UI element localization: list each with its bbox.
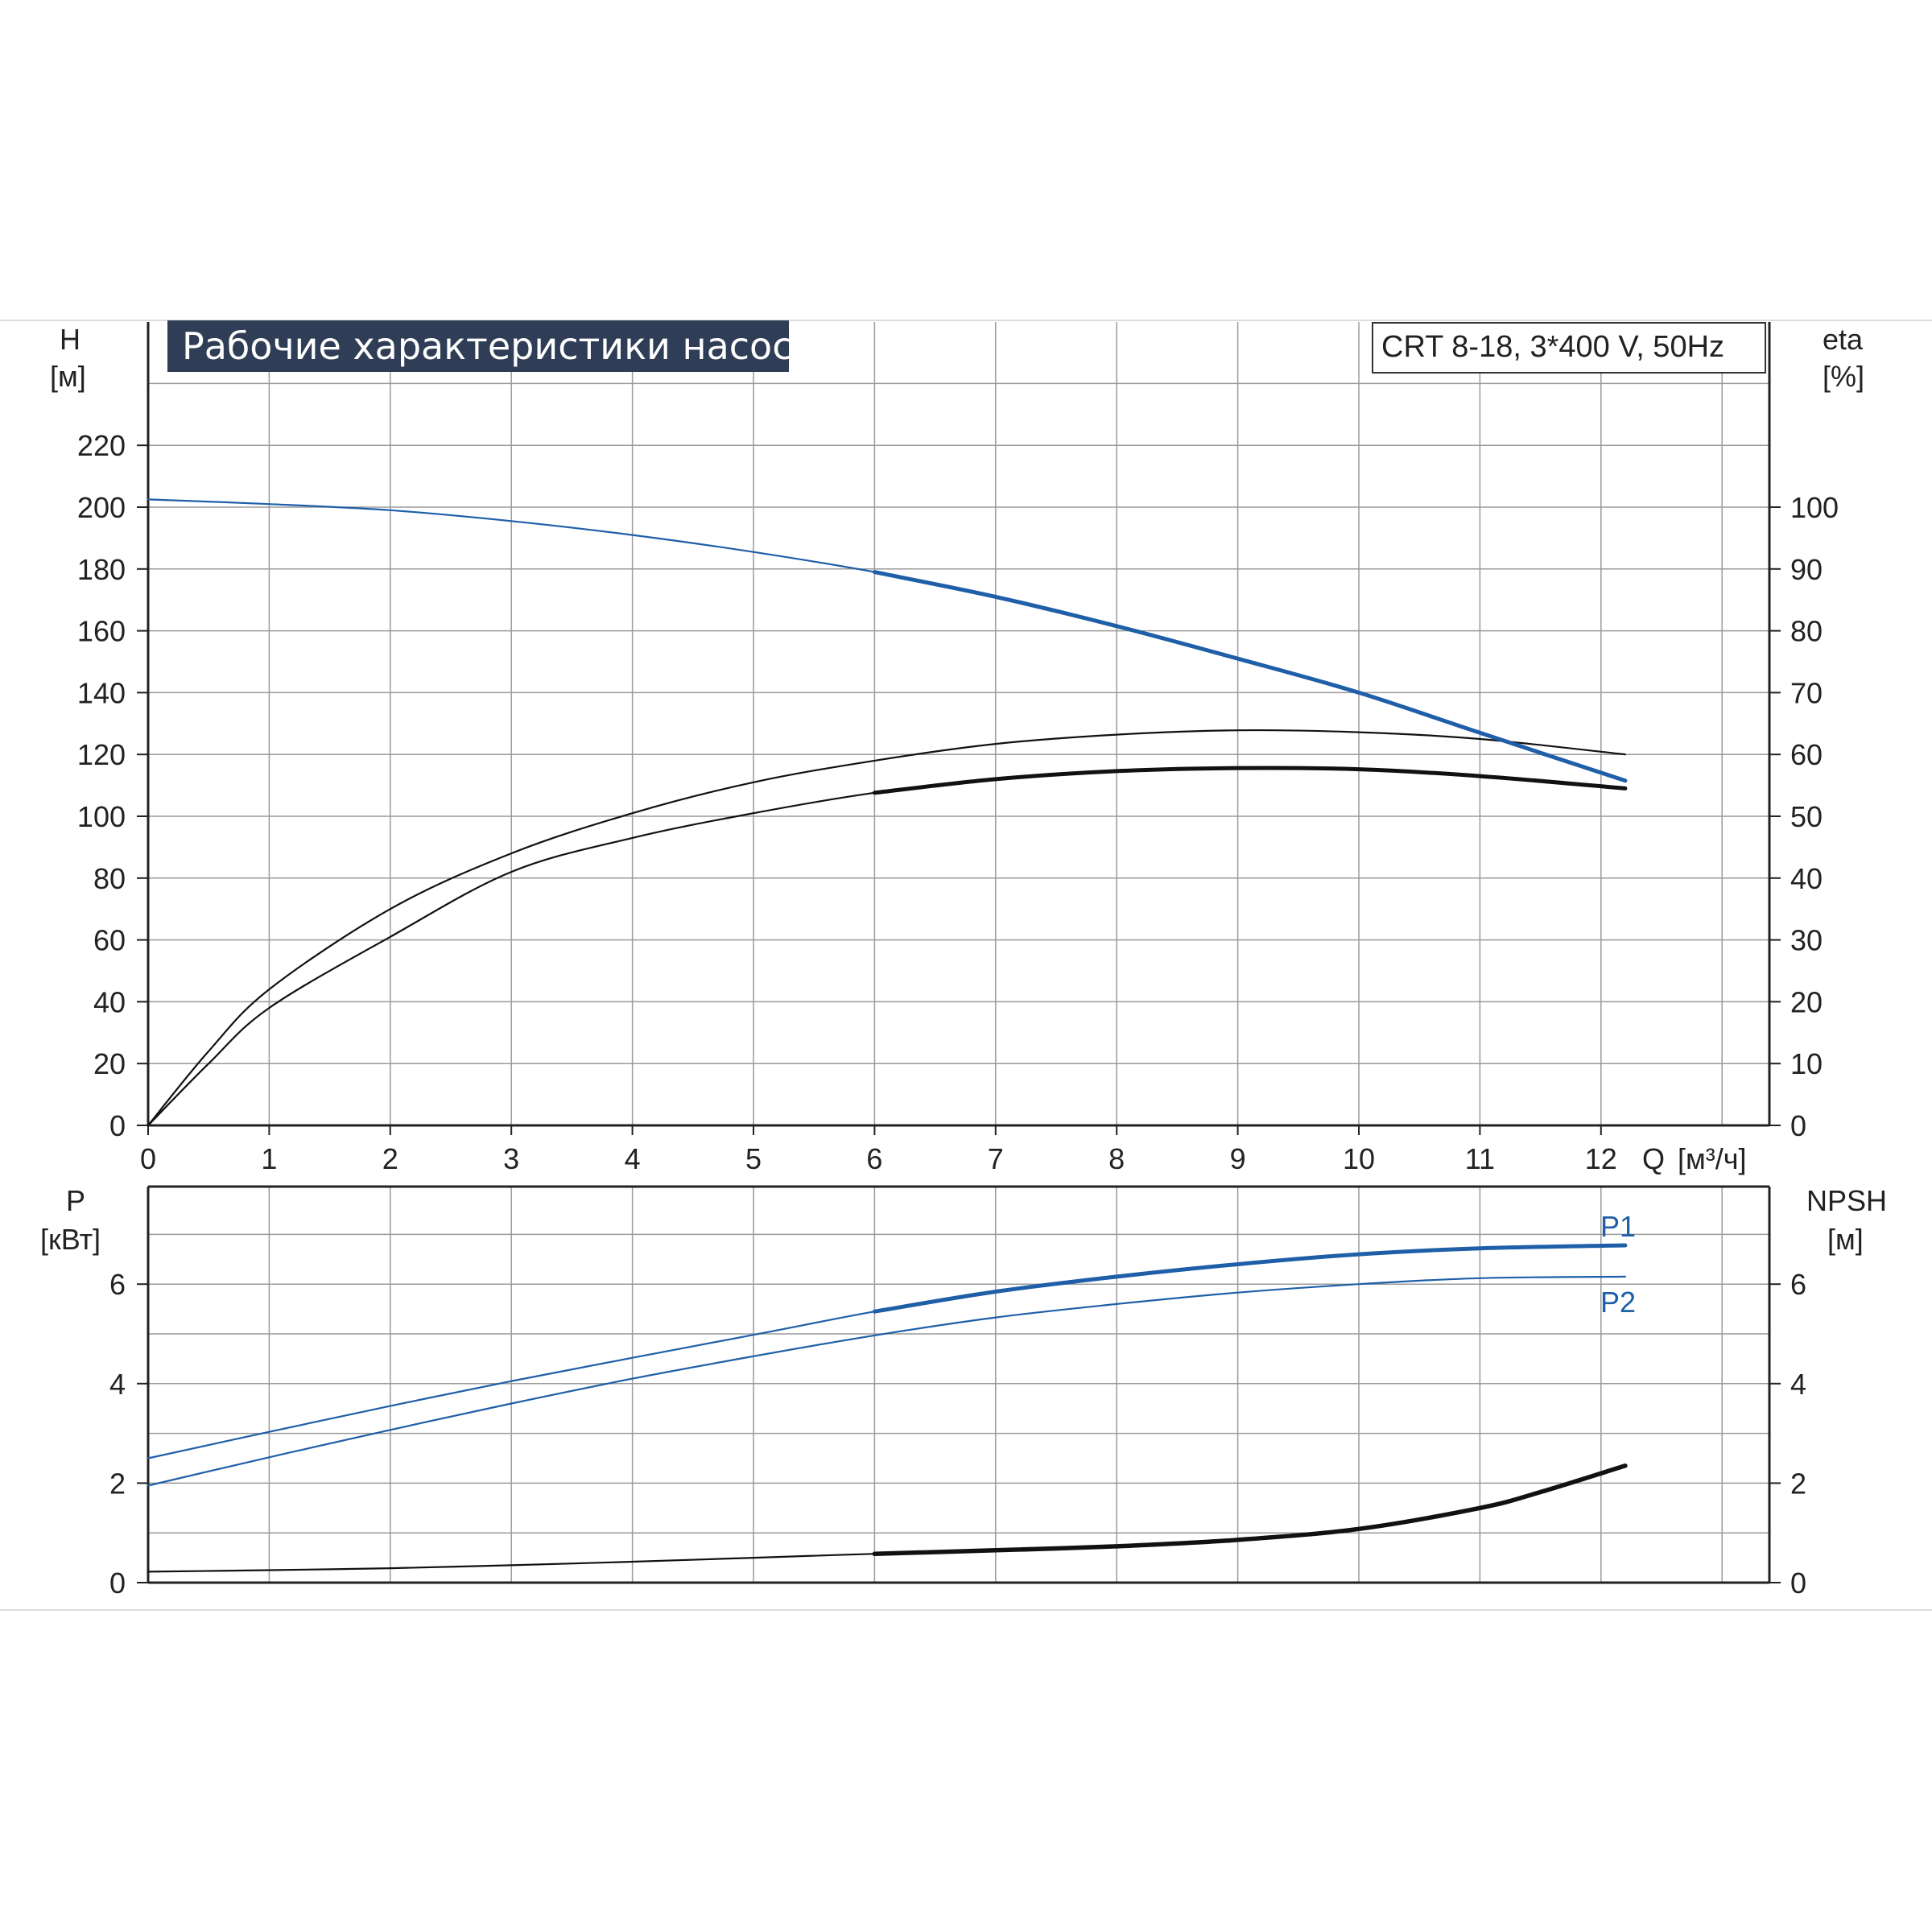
p-tick-label: 2 (109, 1467, 126, 1500)
q-axis-unit: [м³/ч] (1678, 1142, 1747, 1175)
h-tick-label: 160 (77, 615, 126, 648)
h-axis-unit: [м] (50, 360, 86, 393)
h-tick-label: 80 (93, 862, 126, 895)
eta-upper-curve-thin (147, 729, 1626, 1127)
h-tick-label: 100 (77, 800, 126, 833)
eta-axis-unit: [%] (1823, 360, 1865, 393)
npsh-tick-label: 6 (1790, 1268, 1806, 1301)
eta-tick-label: 30 (1790, 924, 1823, 957)
npsh-curve-thin (147, 1464, 1626, 1573)
h-tick-label: 180 (77, 553, 126, 586)
p-tick-label: 0 (109, 1567, 126, 1600)
x-tick-label: 12 (1585, 1142, 1617, 1175)
series-label-p2: P2 (1600, 1286, 1637, 1319)
x-tick-label: 2 (382, 1142, 398, 1175)
npsh-tick-label: 2 (1790, 1467, 1806, 1500)
eta-tick-label: 70 (1790, 676, 1823, 709)
x-tick-label: 4 (625, 1142, 641, 1175)
h-tick-label: 0 (109, 1109, 126, 1142)
h-tick-label: 20 (93, 1047, 126, 1080)
npsh-curve-thick (872, 1463, 1628, 1556)
eta-tick-label: 50 (1790, 800, 1823, 833)
npsh-axis-label: NPSH (1806, 1184, 1888, 1217)
q-axis-label: Q (1642, 1142, 1666, 1175)
eta-tick-label: 10 (1790, 1047, 1823, 1080)
x-tick-label: 9 (1230, 1142, 1246, 1175)
x-tick-label: 3 (503, 1142, 519, 1175)
x-tick-label: 5 (745, 1142, 762, 1175)
eta-tick-label: 60 (1790, 738, 1823, 771)
x-tick-label: 11 (1465, 1142, 1495, 1175)
series-label-p1: P1 (1600, 1210, 1637, 1243)
h-tick-label: 220 (77, 429, 126, 462)
p1-curve-thin (147, 1244, 1626, 1459)
eta-tick-label: 80 (1790, 615, 1823, 648)
h-tick-label: 140 (77, 676, 126, 709)
x-tick-label: 7 (988, 1142, 1004, 1175)
npsh-axis-unit: [м] (1827, 1223, 1864, 1256)
x-tick-label: 10 (1343, 1142, 1375, 1175)
p2-curve-thin (147, 1275, 1626, 1487)
p-axis-label: P (66, 1184, 86, 1217)
p-axis-unit: [кВт] (40, 1223, 101, 1256)
x-tick-label: 0 (140, 1142, 156, 1175)
head-curve-thick (872, 570, 1628, 783)
eta-tick-label: 90 (1790, 553, 1823, 586)
h-tick-label: 60 (93, 924, 126, 957)
eta-lower-curve-thick (872, 766, 1628, 795)
eta-tick-label: 20 (1790, 985, 1823, 1018)
h-axis-label: H (60, 323, 80, 356)
eta-tick-label: 40 (1790, 862, 1823, 895)
x-tick-label: 6 (866, 1142, 882, 1175)
npsh-tick-label: 4 (1790, 1368, 1806, 1401)
h-tick-label: 200 (77, 491, 126, 524)
p1-curve-thick (872, 1243, 1628, 1314)
p-tick-label: 6 (109, 1268, 126, 1301)
h-tick-label: 120 (77, 738, 126, 771)
eta-lower-curve-thin (147, 766, 1626, 1127)
h-tick-label: 40 (93, 985, 126, 1018)
chart-title: Рабочие характеристики насоса (182, 324, 815, 368)
p-tick-label: 4 (109, 1368, 126, 1401)
model-label: CRT 8-18, 3*400 V, 50Hz (1381, 330, 1725, 364)
eta-tick-label: 100 (1790, 491, 1839, 524)
x-tick-label: 1 (261, 1142, 277, 1175)
x-tick-label: 8 (1108, 1142, 1125, 1175)
eta-tick-label: 0 (1790, 1109, 1806, 1142)
npsh-tick-label: 0 (1790, 1567, 1806, 1600)
eta-axis-label: eta (1823, 323, 1864, 356)
chart-title-banner (167, 320, 789, 372)
head-curve-thin (147, 498, 1626, 782)
model-box (1372, 322, 1766, 374)
